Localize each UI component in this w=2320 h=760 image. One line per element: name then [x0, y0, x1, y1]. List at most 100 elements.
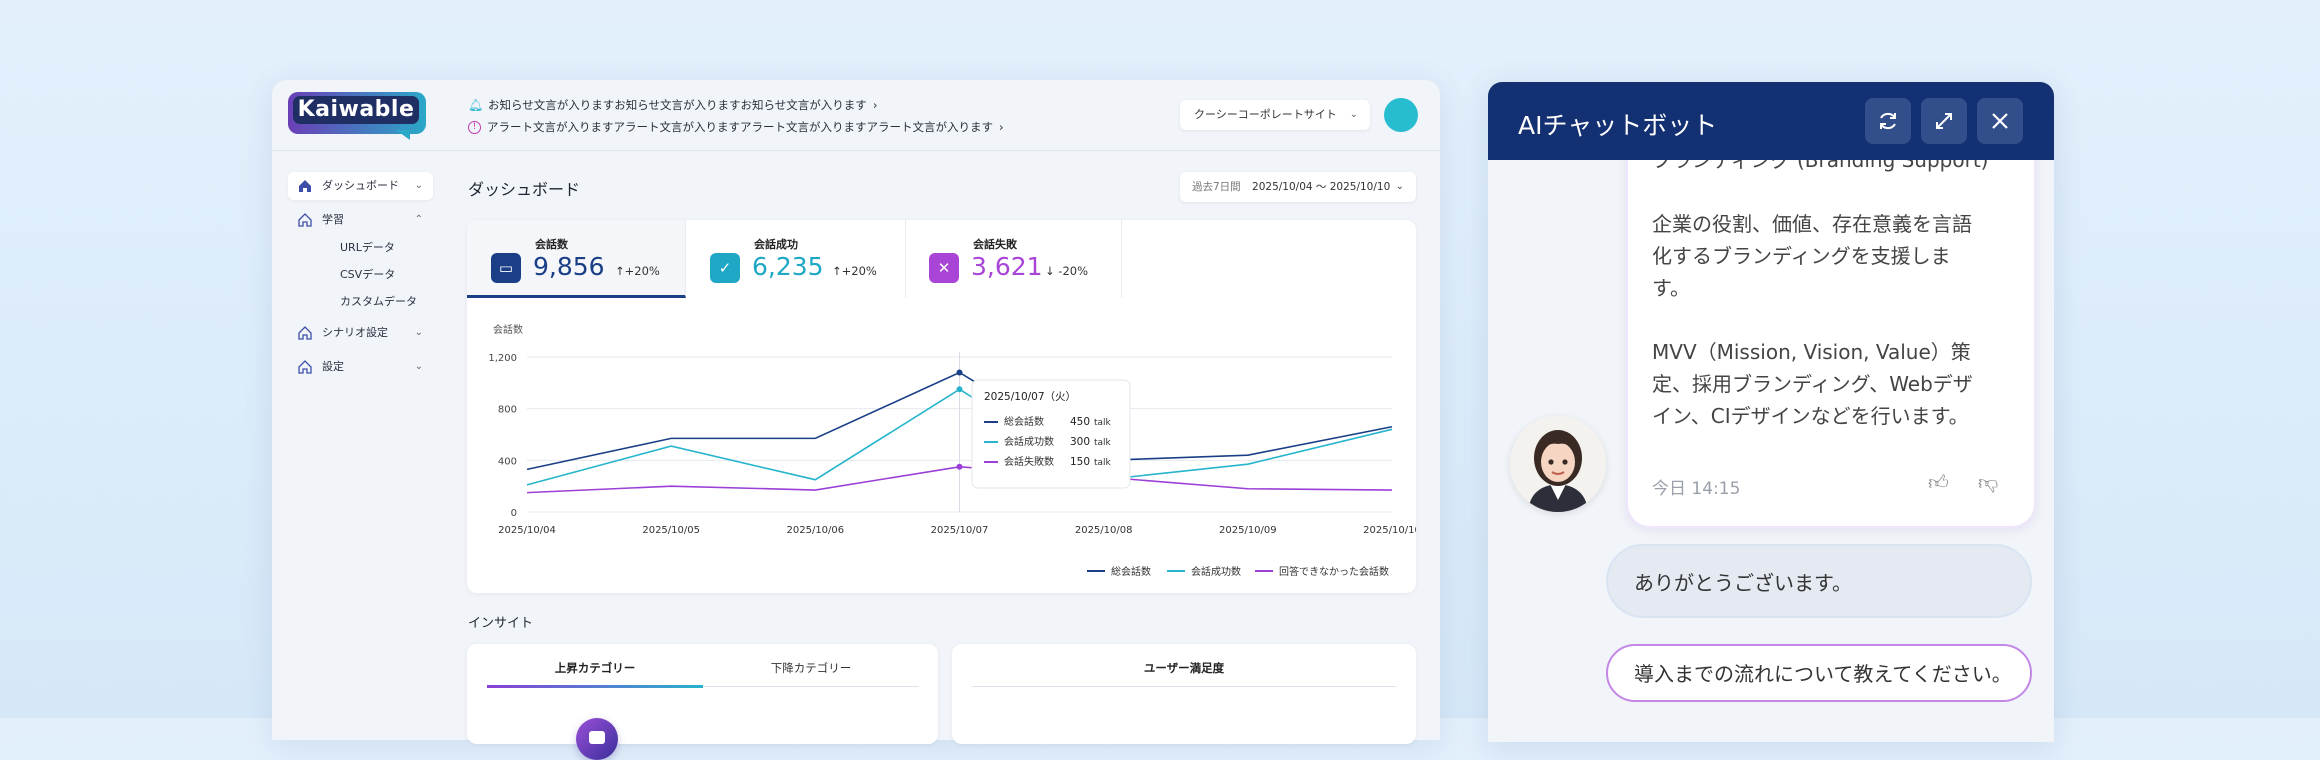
x-tick-label: 2025/10/05 [642, 525, 700, 536]
message-timestamp: 今日 14:15 [1652, 479, 1741, 499]
kpi-value: 3,621 [971, 252, 1043, 281]
chatbot-panel: ブランディング (Branding Support) 企業の役割、価値、存在意義… [1488, 82, 2054, 742]
bot-message-line: す。 [1652, 276, 1690, 300]
legend-label: 会話成功数 [1191, 565, 1241, 578]
bot-message-line: 化するブランディングを支援しま [1652, 244, 1951, 268]
home-icon [298, 360, 312, 374]
kpi-value: 9,856 [533, 252, 605, 281]
sidebar-item-learning[interactable]: 学習 ⌃ [288, 206, 433, 234]
tooltip-label: 会話失敗数 [1004, 455, 1054, 468]
assistant-avatar-icon [1510, 416, 1606, 512]
legend-label: 回答できなかった会話数 [1279, 565, 1389, 578]
page-title: ダッシュボード [468, 180, 581, 199]
date-range-select[interactable]: 過去7日間 2025/10/04 〜 2025/10/10 ⌄ [1180, 172, 1416, 202]
x-tick-label: 2025/10/06 [787, 525, 845, 536]
tooltip-label: 総会話数 [1004, 415, 1044, 428]
data-point [956, 463, 963, 470]
expand-button[interactable] [1921, 98, 1967, 144]
refresh-button[interactable] [1865, 98, 1911, 144]
card-divider [972, 686, 1396, 687]
x-tick-label: 2025/10/08 [1075, 525, 1133, 536]
user-avatar[interactable] [1384, 98, 1418, 132]
chat-icon: ▭ [491, 253, 521, 283]
logo-text: Kaiwable [293, 96, 419, 124]
home-icon [299, 180, 311, 192]
kpi-delta: ↑+20% [615, 264, 660, 278]
logo[interactable]: Kaiwable [288, 92, 426, 140]
chatbot-title: AIチャットボット [1518, 111, 1718, 140]
kpi-success[interactable]: ✓ 会話成功 6,235 ↑+20% [686, 220, 906, 298]
chevron-up-icon: ⌃ [414, 214, 423, 225]
close-icon [1992, 113, 2008, 129]
stats-card: ▭ 会話数 9,856 ↑+20% ✓ 会話成功 6,235 ↑+20% ✕ 会… [467, 220, 1416, 593]
y-tick-label: 0 [511, 508, 517, 519]
satisfaction-title: ユーザー満足度 [1143, 661, 1225, 675]
cross-icon: ✕ [929, 253, 959, 283]
tooltip-box [971, 379, 1131, 489]
chevron-down-icon: ⌄ [414, 180, 423, 191]
date-range-value: 2025/10/04 〜 2025/10/10 [1252, 181, 1391, 193]
tooltip-value: 150 [1070, 456, 1090, 468]
x-tick-label: 2025/10/10 [1363, 525, 1416, 536]
sidebar-item-settings[interactable]: 設定 ⌄ [288, 353, 433, 381]
sidebar-item-label: 学習 [322, 213, 344, 226]
sidebar-item-dashboard[interactable]: ダッシュボード ⌄ [288, 172, 433, 200]
kpi-label: 会話失敗 [973, 238, 1017, 251]
kpi-delta: ↑+20% [832, 264, 877, 278]
site-select[interactable]: クーシーコーポレートサイト ⌄ [1180, 100, 1370, 130]
logo-tail [396, 130, 410, 140]
y-tick-label: 800 [498, 405, 517, 416]
refresh-icon [1880, 112, 1896, 130]
suggested-question-button[interactable]: 導入までの流れについて教えてください。 [1606, 644, 2032, 702]
kpi-delta: ↓ -20% [1045, 264, 1089, 278]
tab-falling-category[interactable]: 下降カテゴリー [770, 661, 852, 675]
bot-message-line: 定、採用ブランディング、Webデザ [1652, 372, 1973, 396]
sidebar-item-label: シナリオ設定 [322, 326, 388, 339]
sidebar-item-label: ダッシュボード [322, 179, 399, 192]
date-range-prefix: 過去7日間 [1192, 181, 1241, 193]
thumbs-down-icon[interactable]: 👎︎ [1978, 470, 1999, 494]
bot-message-line: MVV（Mission, Vision, Value）策 [1652, 340, 1971, 364]
satisfaction-card: ユーザー満足度 [952, 644, 1416, 744]
site-select-value: クーシーコーポレートサイト [1194, 108, 1337, 121]
chevron-down-icon: ⌄ [1349, 109, 1358, 120]
close-button[interactable] [1977, 98, 2023, 144]
check-icon: ✓ [710, 253, 740, 283]
chevron-right-icon: › [872, 98, 878, 112]
chat-launcher-button[interactable] [576, 718, 618, 760]
sidebar-item-label: 設定 [322, 360, 344, 373]
line-chart: 会話数 1,200 800 400 0 2025/10/04 2025/10/05 2025/… [488, 323, 1416, 578]
sidebar-subitem-custom[interactable]: カスタムデータ [340, 295, 417, 308]
chevron-down-icon: ⌄ [414, 361, 423, 372]
tooltip-title: 2025/10/07（火） [984, 391, 1076, 403]
tooltip-unit: talk [1094, 438, 1112, 448]
thumbs-up-icon[interactable]: 👍︎ [1928, 470, 1949, 494]
notice-info[interactable]: 🔔︎ お知らせ文言が入りますお知らせ文言が入りますお知らせ文言が入ります › [468, 97, 877, 113]
kpi-label: 会話成功 [754, 238, 798, 251]
x-tick-label: 2025/10/07 [931, 525, 989, 536]
sidebar-subitem-csv[interactable]: CSVデータ [340, 268, 396, 281]
chatbot-header: AIチャットボット [1488, 82, 2054, 160]
y-tick-label: 400 [498, 456, 517, 467]
tab-active-indicator [487, 685, 703, 688]
tab-rising-category[interactable]: 上昇カテゴリー [554, 661, 636, 675]
data-point [956, 386, 963, 393]
bot-avatar [1510, 416, 1606, 512]
chat-bubble-icon [589, 731, 605, 744]
notice-alert[interactable]: ! アラート文言が入りますアラート文言が入りますアラート文言が入りますアラート文… [468, 119, 1004, 135]
insight-label: インサイト [468, 616, 534, 631]
chevron-down-icon: ⌄ [1395, 181, 1404, 192]
user-message: ありがとうございます。 [1606, 544, 2032, 618]
bot-message: ブランディング (Branding Support) 企業の役割、価値、存在意義… [1626, 142, 2036, 528]
kpi-conversations[interactable]: ▭ 会話数 9,856 ↑+20% [467, 220, 686, 298]
tooltip-label: 会話成功数 [1004, 435, 1054, 448]
sidebar-item-scenario[interactable]: シナリオ設定 ⌄ [288, 319, 433, 347]
chevron-right-icon: › [999, 120, 1004, 134]
kpi-failure[interactable]: ✕ 会話失敗 3,621 ↓ -20% [905, 220, 1122, 298]
legend-label: 総会話数 [1111, 565, 1151, 578]
bot-message-line: イン、CIデザインなどを行います。 [1652, 404, 1969, 428]
tooltip-unit: talk [1094, 418, 1112, 428]
sidebar-subitem-url[interactable]: URLデータ [340, 241, 395, 254]
expand-icon [1936, 113, 1952, 129]
category-card: 上昇カテゴリー 下降カテゴリー [467, 644, 938, 744]
